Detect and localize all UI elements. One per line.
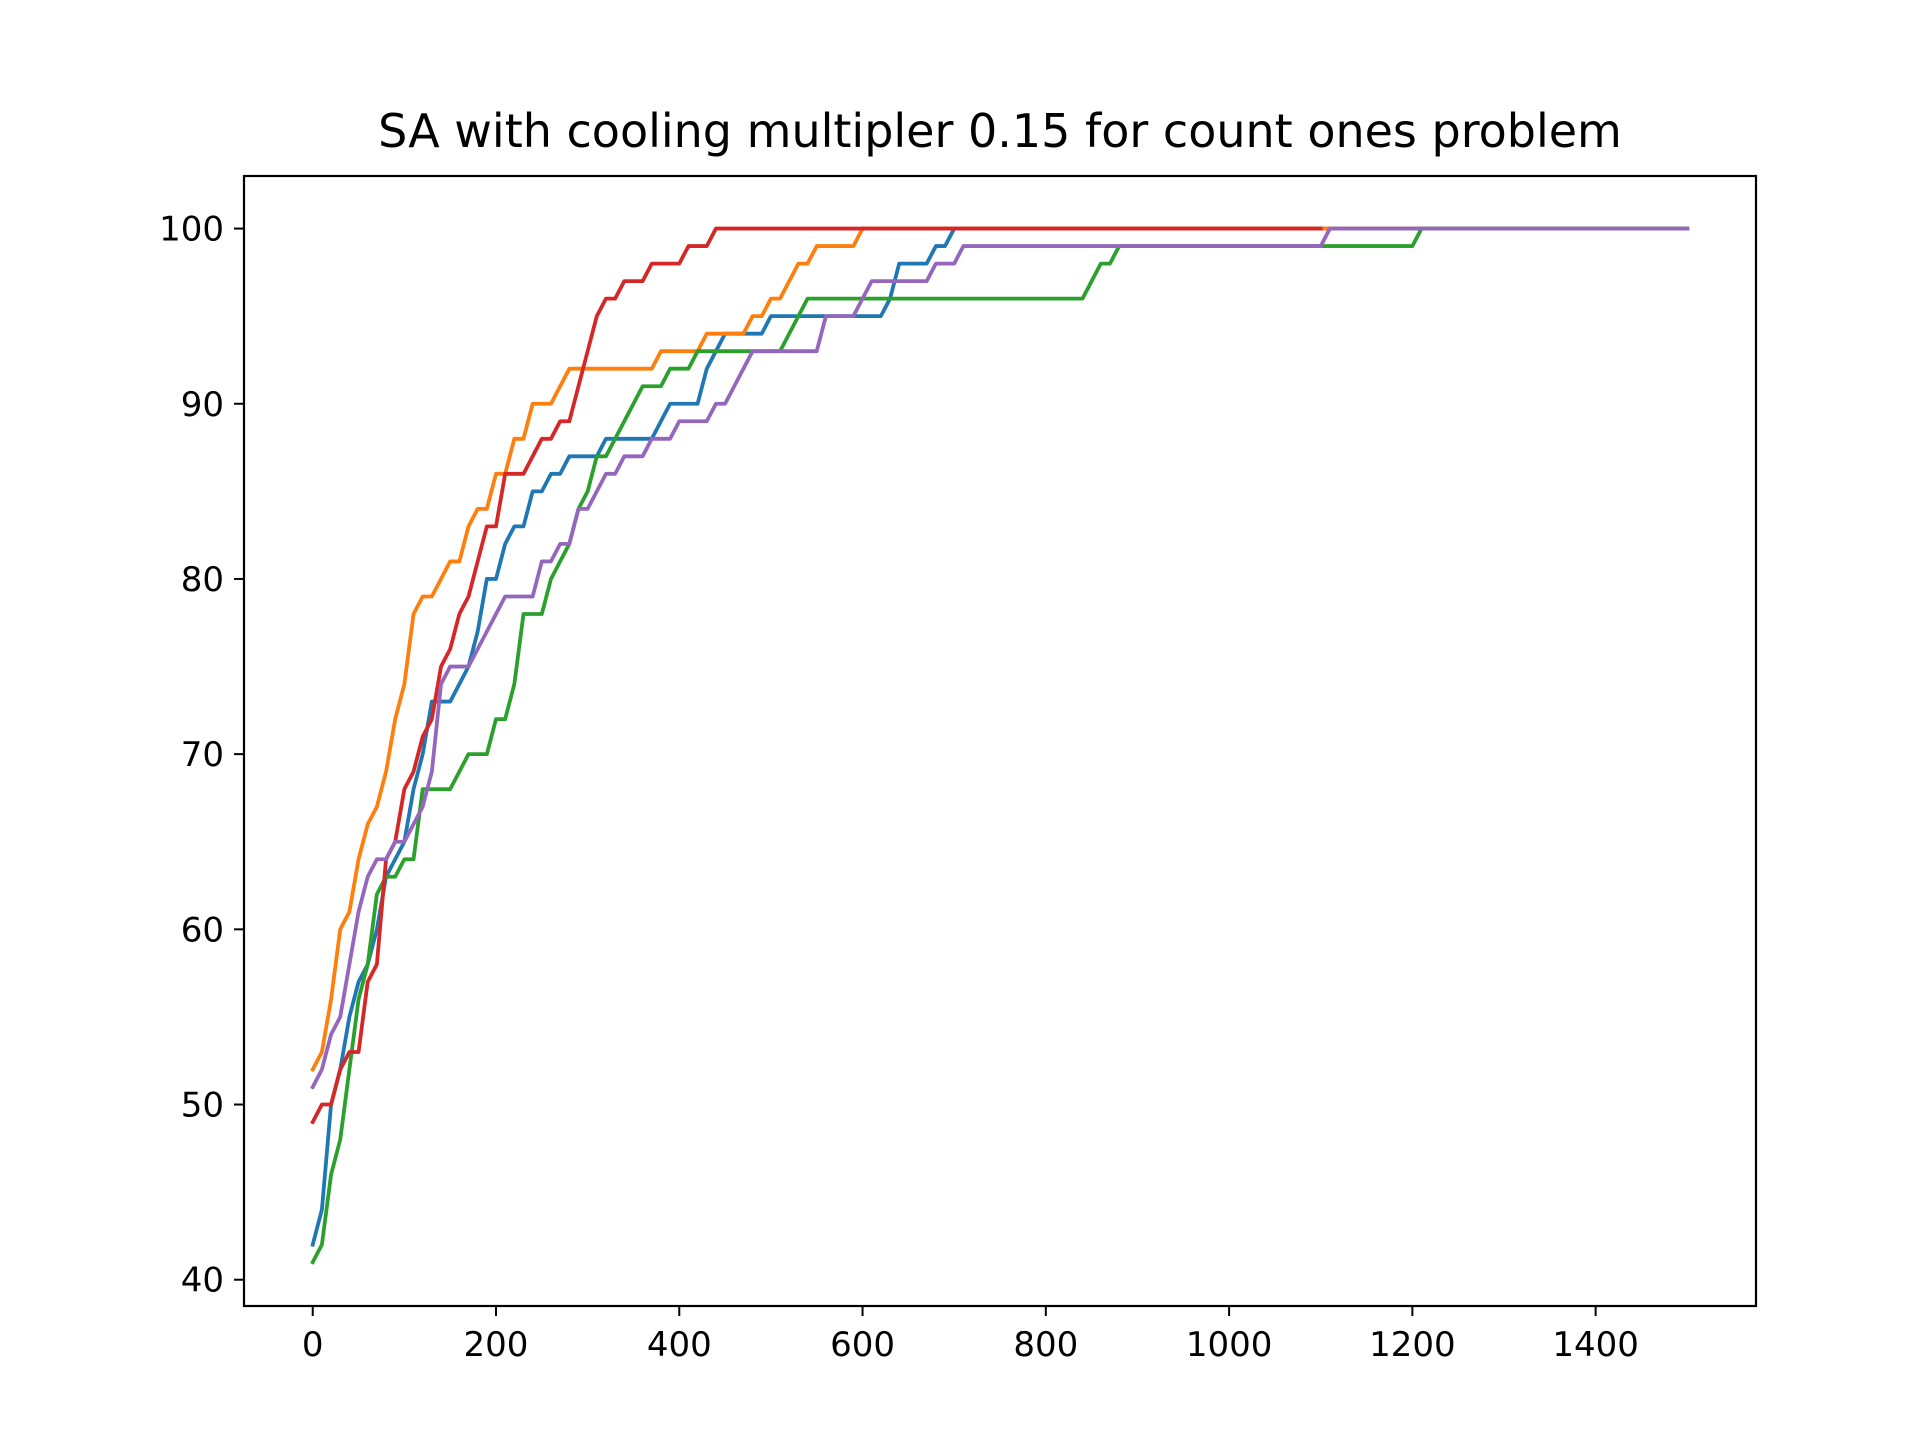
y-tick-label: 80 [181,560,224,600]
x-tick-label: 0 [302,1325,324,1365]
x-tick-label: 800 [1013,1325,1078,1365]
y-tick-label: 70 [181,735,224,775]
series-layer [310,226,1690,1265]
y-tick-label: 60 [181,910,224,950]
y-tick-label: 40 [181,1261,224,1301]
series-line-3 [310,226,1690,1265]
y-tick-label: 50 [181,1086,224,1126]
chart-title: SA with cooling multipler 0.15 for count… [378,104,1622,158]
x-tick-label: 200 [464,1325,529,1365]
tick-layer: 0 200 400 600 800 1000 1200 1400 40 50 60 70 80 90 100 [159,210,1639,1365]
x-tick-label: 600 [830,1325,895,1365]
y-tick-label: 100 [159,210,224,250]
y-tick-label: 90 [181,385,224,425]
plot-area-frame [242,174,1758,1308]
series-line-2 [310,226,1690,1073]
x-tick-label: 1400 [1552,1325,1639,1365]
series-line-4 [310,226,1323,1125]
x-tick-label: 1200 [1369,1325,1456,1365]
x-tick-label: 400 [647,1325,712,1365]
x-tick-label: 1000 [1186,1325,1273,1365]
series-line-5 [310,226,1690,1090]
